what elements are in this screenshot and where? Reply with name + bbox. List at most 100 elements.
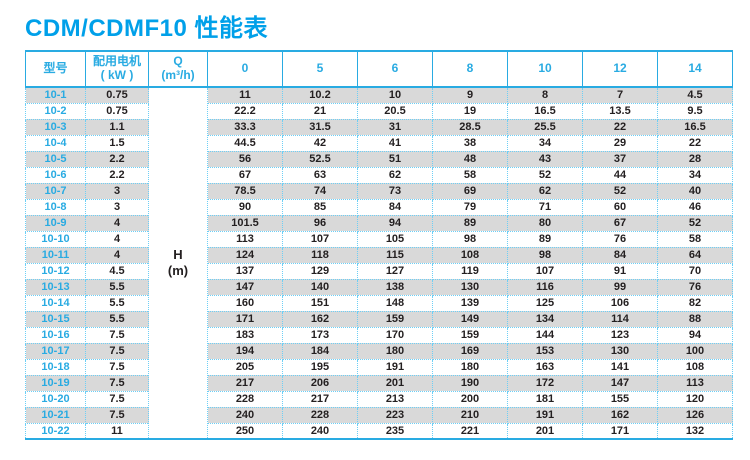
head-value-cell: 195 <box>282 358 358 376</box>
head-value-cell: 34 <box>657 166 733 184</box>
head-value-cell: 4.5 <box>657 86 733 104</box>
flow-value-header: 8 <box>432 50 508 88</box>
head-value-cell: 194 <box>207 342 283 360</box>
head-value-cell: 159 <box>357 310 433 328</box>
table-row: 10-15 5.5 171 162 159 149 134 114 88 <box>25 310 733 328</box>
head-unit: (m) <box>167 263 189 278</box>
motor-power-cell: 11 <box>85 422 149 440</box>
head-value-cell: 101.5 <box>207 214 283 232</box>
motor-power-cell: 1.5 <box>85 134 149 152</box>
head-value-cell: 67 <box>207 166 283 184</box>
model-cell: 10-4 <box>25 134 86 152</box>
motor-power-cell: 7.5 <box>85 342 149 360</box>
model-cell: 10-5 <box>25 150 86 168</box>
flow-value-header: 14 <box>657 50 733 88</box>
head-value-cell: 180 <box>432 358 508 376</box>
head-value-cell: 69 <box>432 182 508 200</box>
head-value-cell: 31 <box>357 118 433 136</box>
head-value-cell: 183 <box>207 326 283 344</box>
head-value-cell: 205 <box>207 358 283 376</box>
head-value-cell: 91 <box>582 262 658 280</box>
flow-header-symbol: Q <box>173 54 183 69</box>
head-value-cell: 8 <box>507 86 583 104</box>
head-value-cell: 106 <box>582 294 658 312</box>
head-value-cell: 201 <box>357 374 433 392</box>
table-row: 10-3 1.1 33.3 31.5 31 28.5 25.5 22 16.5 <box>25 118 733 136</box>
head-value-cell: 19 <box>432 102 508 120</box>
table-row: 10-12 4.5 137 129 127 119 107 91 70 <box>25 262 733 280</box>
head-value-cell: 138 <box>357 278 433 296</box>
head-value-cell: 20.5 <box>357 102 433 120</box>
model-cell: 10-10 <box>25 230 86 248</box>
head-value-cell: 22 <box>657 134 733 152</box>
head-value-cell: 147 <box>582 374 658 392</box>
head-value-cell: 99 <box>582 278 658 296</box>
motor-power-cell: 4 <box>85 214 149 232</box>
head-value-cell: 171 <box>582 422 658 440</box>
head-value-cell: 147 <box>207 278 283 296</box>
head-value-cell: 13.5 <box>582 102 658 120</box>
flow-column-header: Q (m³/h) <box>148 50 208 88</box>
table-row: 10-20 7.5 228 217 213 200 181 155 120 <box>25 390 733 408</box>
head-value-cell: 43 <box>507 150 583 168</box>
table-row: 10-16 7.5 183 173 170 159 144 123 94 <box>25 326 733 344</box>
head-value-cell: 38 <box>432 134 508 152</box>
head-value-cell: 116 <box>507 278 583 296</box>
head-value-cell: 44 <box>582 166 658 184</box>
head-value-cell: 163 <box>507 358 583 376</box>
model-header-label: 型号 <box>43 61 68 76</box>
head-value-cell: 78.5 <box>207 182 283 200</box>
head-value-cell: 160 <box>207 294 283 312</box>
table-row: 10-6 2.2 67 63 62 58 52 44 34 <box>25 166 733 184</box>
model-cell: 10-8 <box>25 198 86 216</box>
head-value-cell: 67 <box>582 214 658 232</box>
head-value-cell: 114 <box>582 310 658 328</box>
head-value-cell: 153 <box>507 342 583 360</box>
head-value-cell: 80 <box>507 214 583 232</box>
head-value-cell: 51 <box>357 150 433 168</box>
motor-power-cell: 3 <box>85 198 149 216</box>
table-row: 10-11 4 124 118 115 108 98 84 64 <box>25 246 733 264</box>
head-value-cell: 240 <box>282 422 358 440</box>
head-value-cell: 16.5 <box>657 118 733 136</box>
head-value-cell: 162 <box>282 310 358 328</box>
head-value-cell: 228 <box>282 406 358 424</box>
head-value-cell: 113 <box>207 230 283 248</box>
head-value-cell: 22 <box>582 118 658 136</box>
table-row: 10-5 2.2 56 52.5 51 48 43 37 28 <box>25 150 733 168</box>
head-value-cell: 42 <box>282 134 358 152</box>
head-value-cell: 162 <box>582 406 658 424</box>
model-cell: 10-16 <box>25 326 86 344</box>
motor-power-cell: 2.2 <box>85 150 149 168</box>
head-value-cell: 115 <box>357 246 433 264</box>
table-row: 10-17 7.5 194 184 180 169 153 130 100 <box>25 342 733 360</box>
head-value-cell: 149 <box>432 310 508 328</box>
model-cell: 10-21 <box>25 406 86 424</box>
head-value-cell: 28.5 <box>432 118 508 136</box>
head-value-cell: 100 <box>657 342 733 360</box>
head-value-cell: 171 <box>207 310 283 328</box>
head-value-cell: 76 <box>582 230 658 248</box>
motor-power-cell: 3 <box>85 182 149 200</box>
motor-power-cell: 7.5 <box>85 374 149 392</box>
head-value-cell: 125 <box>507 294 583 312</box>
table-row: 10-13 5.5 147 140 138 130 116 99 76 <box>25 278 733 296</box>
head-value-cell: 141 <box>582 358 658 376</box>
page-title: CDM/CDMF10 性能表 <box>25 15 269 42</box>
motor-header-unit: ( kW ) <box>100 68 134 82</box>
head-value-cell: 210 <box>432 406 508 424</box>
head-value-cell: 223 <box>357 406 433 424</box>
motor-power-cell: 5.5 <box>85 294 149 312</box>
motor-column-header: 配用电机 ( kW ) <box>85 50 149 88</box>
motor-power-cell: 5.5 <box>85 310 149 328</box>
flow-value-header: 10 <box>507 50 583 88</box>
model-column-header: 型号 <box>25 50 86 88</box>
head-value-cell: 41 <box>357 134 433 152</box>
head-value-cell: 140 <box>282 278 358 296</box>
head-value-cell: 37 <box>582 150 658 168</box>
head-value-cell: 52 <box>507 166 583 184</box>
head-value-cell: 96 <box>282 214 358 232</box>
motor-power-cell: 1.1 <box>85 118 149 136</box>
model-cell: 10-18 <box>25 358 86 376</box>
